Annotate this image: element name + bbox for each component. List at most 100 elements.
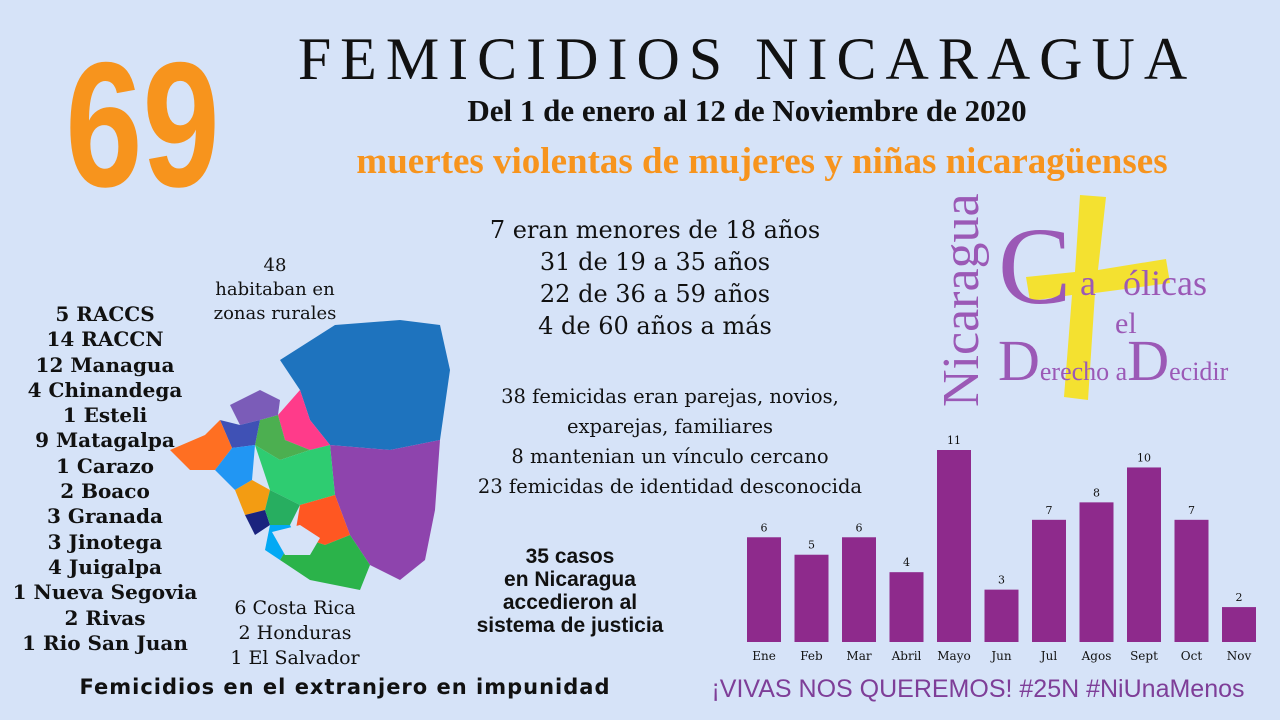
- data-label: 8: [1093, 486, 1100, 499]
- data-label: 4: [903, 556, 910, 569]
- perpetrator-line: 8 mantenian un vínculo cercano: [511, 445, 829, 468]
- department-item: 4 Chinandega: [27, 377, 183, 402]
- age-line: 4 de 60 años a más: [538, 312, 772, 340]
- perpetrator-line: 38 femicidas eran parejas, novios,: [501, 385, 839, 408]
- map-region-raccs: [330, 440, 440, 580]
- logo-line2: el: [1115, 307, 1137, 340]
- footer-impunity-note: Femicidios en el extranjero en impunidad: [79, 675, 611, 699]
- map-region-jinotega: [255, 415, 310, 460]
- department-item: 3 Granada: [47, 504, 163, 529]
- map-region-chinandega: [170, 420, 232, 470]
- bar-oct: [1174, 519, 1209, 642]
- department-item: 12 Managua: [35, 352, 175, 377]
- x-tick-label: Feb: [800, 649, 823, 663]
- department-list: 5 RACCS 14 RACCN 12 Managua 4 Chinandega…: [8, 302, 202, 656]
- age-breakdown: 7 eran menores de 18 años 31 de 19 a 35 …: [450, 214, 860, 342]
- data-label: 6: [761, 521, 768, 534]
- department-item: 2 Boaco: [60, 479, 150, 504]
- perpetrator-breakdown: 38 femicidas eran parejas, novios, expar…: [440, 382, 900, 502]
- x-tick-label: Nov: [1227, 649, 1252, 663]
- age-line: 7 eran menores de 18 años: [489, 216, 821, 244]
- data-label: 2: [1236, 591, 1243, 604]
- abroad-item: 6 Costa Rica: [234, 597, 356, 619]
- department-item: 9 Matagalpa: [35, 428, 175, 453]
- abroad-item: 1 El Salvador: [230, 647, 360, 669]
- map-region-managua: [235, 480, 270, 515]
- rural-note: 48 habitaban en zonas rurales: [190, 254, 360, 326]
- footer-slogan: ¡VIVAS NOS QUEREMOS! #25N #NiUnaMenos: [711, 675, 1245, 703]
- date-range-subtitle: Del 1 de enero al 12 de Noviembre de 202…: [467, 93, 1027, 128]
- x-tick-label: Oct: [1181, 649, 1203, 663]
- catolicas-logo: Nicaragua C a ólicas el Derecho aDecidir: [933, 193, 1229, 407]
- abroad-list: 6 Costa Rica 2 Honduras 1 El Salvador: [205, 596, 385, 671]
- department-item: 1 Esteli: [62, 403, 148, 428]
- bar-sept: [1127, 467, 1161, 642]
- bar-mayo: [937, 450, 971, 642]
- bar-ene: [747, 537, 781, 642]
- x-tick-label: Abril: [891, 649, 922, 663]
- nicaragua-map: [170, 320, 450, 590]
- x-tick-label: Ene: [752, 649, 776, 663]
- logo-line1: a ólicas: [1080, 263, 1207, 303]
- x-tick-label: Jul: [1039, 649, 1058, 663]
- data-label: 3: [998, 574, 1005, 587]
- map-region-granada: [265, 490, 300, 525]
- justice-line: accedieron al: [502, 591, 638, 614]
- x-tick-label: Mayo: [937, 649, 970, 663]
- x-tick-label: Jun: [989, 649, 1012, 663]
- data-label: 11: [947, 434, 961, 447]
- bar-abril: [889, 572, 924, 642]
- map-region-nueva-segovia: [230, 390, 280, 425]
- department-item: 1 Carazo: [56, 453, 154, 478]
- bar-jul: [1032, 519, 1066, 642]
- department-item: 5 RACCS: [55, 302, 155, 326]
- logo-vertical-text: Nicaragua: [933, 193, 990, 407]
- department-item: 4 Juigalpa: [48, 554, 162, 579]
- map-region-lake: [272, 525, 320, 555]
- x-tick-label: Sept: [1130, 649, 1158, 663]
- page-title: FEMICIDIOS NICARAGUA: [297, 26, 1197, 92]
- data-label: 6: [856, 521, 863, 534]
- logo-d-letter-2: D: [1127, 328, 1169, 393]
- map-region-boaco: [255, 445, 335, 505]
- rural-line: zonas rurales: [213, 303, 337, 324]
- map-region-matagalpa: [278, 390, 330, 450]
- perpetrator-line: 23 femicidas de identidad desconocida: [477, 475, 863, 498]
- cross-icon: [1026, 195, 1170, 400]
- logo-line3: Derecho aDecidir: [998, 328, 1229, 393]
- bar-agos: [1079, 502, 1114, 642]
- department-item: 1 Nueva Segovia: [12, 580, 198, 605]
- department-item: 2 Rivas: [64, 605, 146, 630]
- logo-line3-mid: erecho a: [1040, 357, 1128, 386]
- justice-line: 35 casos: [525, 545, 615, 568]
- total-femicides-number: 69: [65, 25, 220, 224]
- justice-note: 35 casos en Nicaragua accedieron al sist…: [455, 545, 685, 637]
- map-region-carazo: [245, 510, 270, 535]
- department-item: 3 Jinotega: [47, 529, 163, 554]
- bar-jun: [984, 589, 1019, 642]
- x-tick-label: Agos: [1081, 649, 1112, 663]
- perpetrator-line: exparejas, familiares: [566, 415, 774, 438]
- abroad-item: 2 Honduras: [238, 622, 352, 644]
- tagline: muertes violentas de mujeres y niñas nic…: [356, 141, 1168, 182]
- data-label: 10: [1137, 451, 1151, 464]
- logo-d-letter: D: [998, 328, 1040, 393]
- rural-line: 48: [263, 255, 287, 276]
- justice-line: sistema de justicia: [476, 614, 664, 637]
- data-label: 7: [1188, 504, 1195, 517]
- map-region-leon: [215, 445, 255, 490]
- bar-nov: [1222, 607, 1256, 642]
- justice-line: en Nicaragua: [504, 568, 636, 591]
- data-label: 5: [808, 539, 815, 552]
- map-region-esteli: [220, 420, 260, 448]
- age-line: 22 de 36 a 59 años: [539, 280, 771, 308]
- bar-mar: [842, 537, 876, 642]
- department-item: 1 Rio San Juan: [22, 630, 188, 655]
- logo-c-letter: C: [998, 205, 1071, 327]
- age-line: 31 de 19 a 35 años: [539, 248, 771, 276]
- rural-line: habitaban en: [215, 279, 335, 300]
- monthly-bar-chart: 6 Ene 5 Feb 6 Mar 4 Abril 11 Mayo 3 Jun 7 Jul 8 Agos 10 S…: [747, 434, 1256, 663]
- data-label: 7: [1046, 504, 1053, 517]
- map-region-raccn: [280, 320, 450, 450]
- bar-feb: [794, 554, 829, 642]
